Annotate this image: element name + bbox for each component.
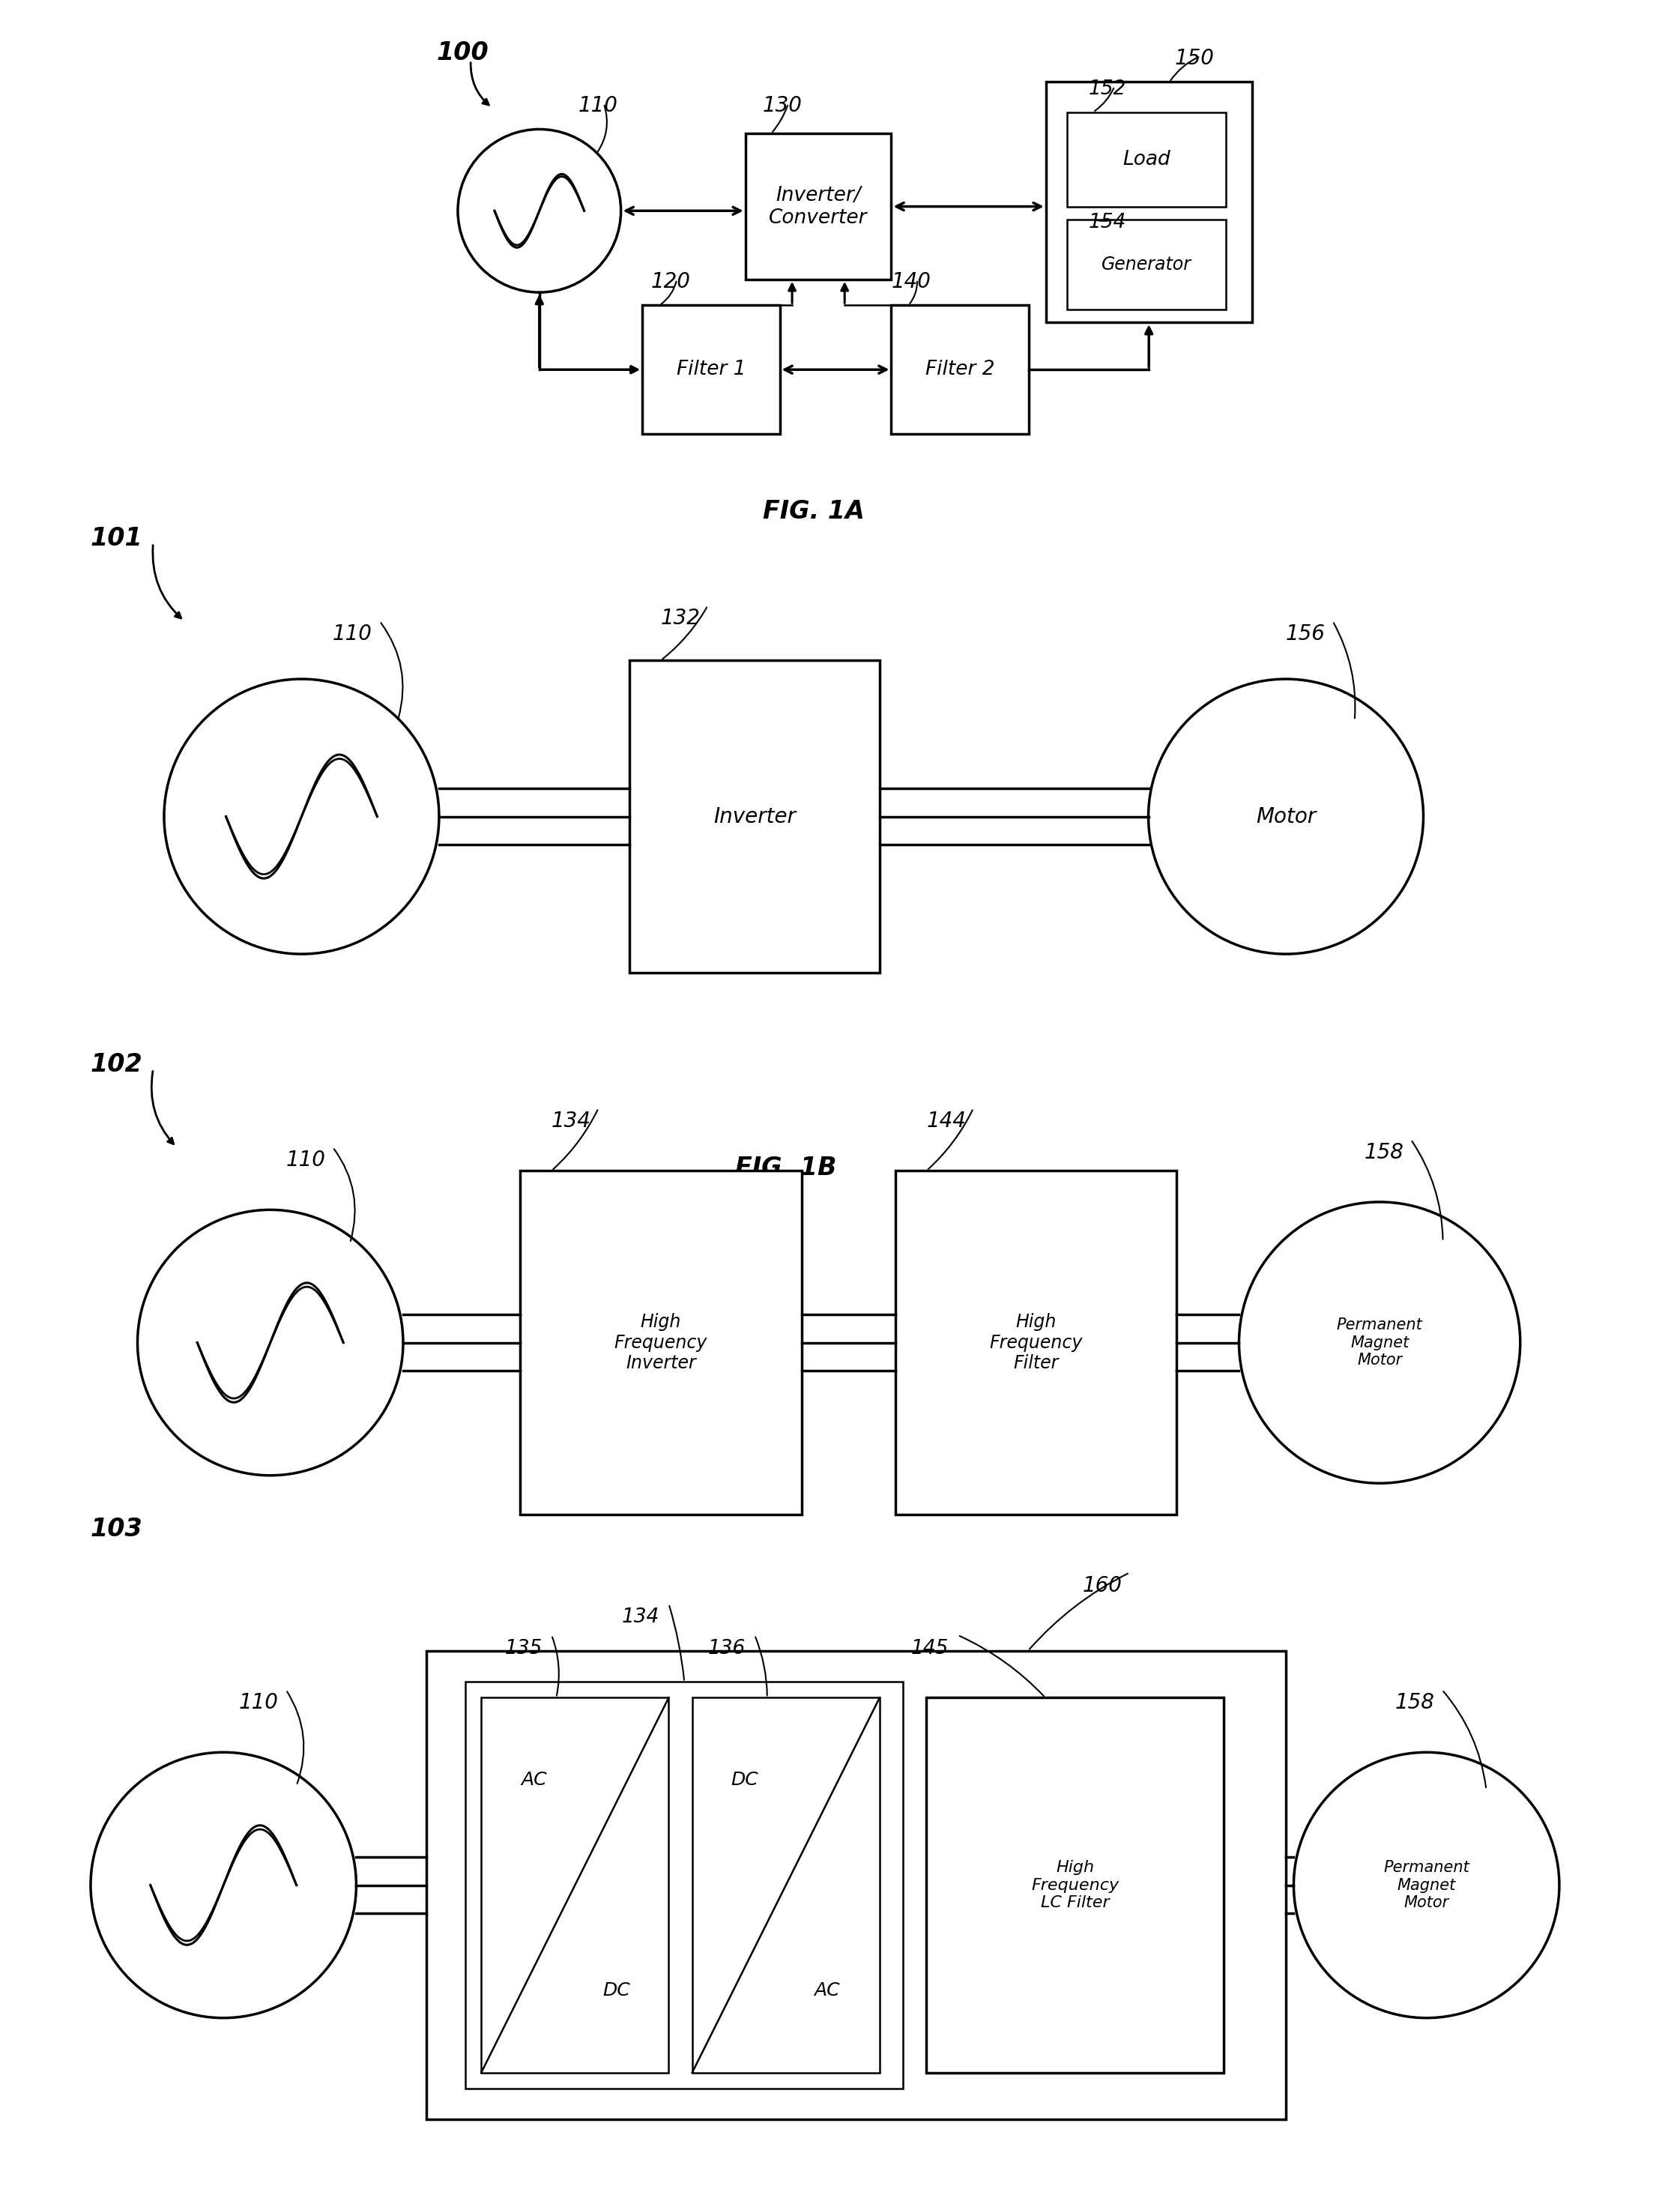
Text: 154: 154	[1089, 213, 1126, 232]
Text: Inverter: Inverter	[714, 807, 796, 826]
Bar	[521, 1171, 801, 1515]
Text: Inverter/
Converter: Inverter/ Converter	[769, 186, 867, 228]
Text: DC: DC	[603, 1982, 630, 1999]
Text: 140: 140	[892, 272, 931, 292]
Text: High
Frequency
Filter: High Frequency Filter	[990, 1313, 1082, 1372]
Text: 134: 134	[622, 1607, 660, 1626]
Text: FIG. 1A: FIG. 1A	[763, 500, 865, 524]
Bar	[692, 1697, 880, 2074]
Text: 134: 134	[551, 1111, 591, 1131]
Text: 144: 144	[927, 1111, 966, 1131]
Text: 150: 150	[1174, 48, 1215, 70]
Text: FIG. 1B: FIG. 1B	[736, 1155, 837, 1181]
Bar	[746, 134, 892, 278]
Text: 160: 160	[1084, 1576, 1122, 1596]
Bar	[1067, 219, 1226, 309]
Text: 156: 156	[1285, 625, 1326, 644]
Bar	[892, 305, 1028, 434]
Text: 145: 145	[911, 1640, 949, 1659]
Text: 158: 158	[1364, 1142, 1403, 1164]
Text: AC: AC	[815, 1982, 840, 1999]
Text: DC: DC	[731, 1771, 758, 1789]
Bar	[465, 1681, 904, 2089]
Text: 110: 110	[578, 96, 618, 116]
Bar	[1047, 81, 1252, 322]
Bar	[630, 660, 880, 973]
Bar	[642, 305, 780, 434]
Text: 158: 158	[1396, 1692, 1435, 1714]
Text: 110: 110	[333, 625, 373, 644]
Bar	[1067, 112, 1226, 206]
Text: Load: Load	[1122, 149, 1171, 169]
Text: 103: 103	[91, 1517, 143, 1541]
Text: 120: 120	[650, 272, 690, 292]
Text: Motor: Motor	[1257, 807, 1315, 826]
Bar	[927, 1697, 1223, 2074]
Bar	[427, 1651, 1285, 2120]
Text: 110: 110	[286, 1151, 326, 1171]
Text: 135: 135	[504, 1640, 543, 1659]
Text: Generator: Generator	[1102, 256, 1191, 274]
Text: 102: 102	[91, 1052, 143, 1076]
Text: AC: AC	[521, 1771, 546, 1789]
Text: Filter 1: Filter 1	[677, 359, 746, 379]
Text: 110: 110	[239, 1692, 279, 1714]
Text: 130: 130	[763, 96, 801, 116]
Text: 132: 132	[660, 607, 701, 629]
Text: Filter 2: Filter 2	[926, 359, 995, 379]
Text: Permanent
Magnet
Motor: Permanent Magnet Motor	[1337, 1317, 1423, 1368]
Text: Permanent
Magnet
Motor: Permanent Magnet Motor	[1384, 1861, 1470, 1909]
Text: 101: 101	[91, 526, 143, 550]
Text: 152: 152	[1089, 79, 1126, 99]
Bar	[895, 1171, 1176, 1515]
Text: High
Frequency
LC Filter: High Frequency LC Filter	[1032, 1861, 1119, 1909]
Bar	[480, 1697, 669, 2074]
Text: High
Frequency
Inverter: High Frequency Inverter	[615, 1313, 707, 1372]
Text: 100: 100	[437, 39, 489, 66]
Text: FIG. 1C: FIG. 1C	[736, 1681, 837, 1708]
Text: 136: 136	[707, 1640, 746, 1659]
